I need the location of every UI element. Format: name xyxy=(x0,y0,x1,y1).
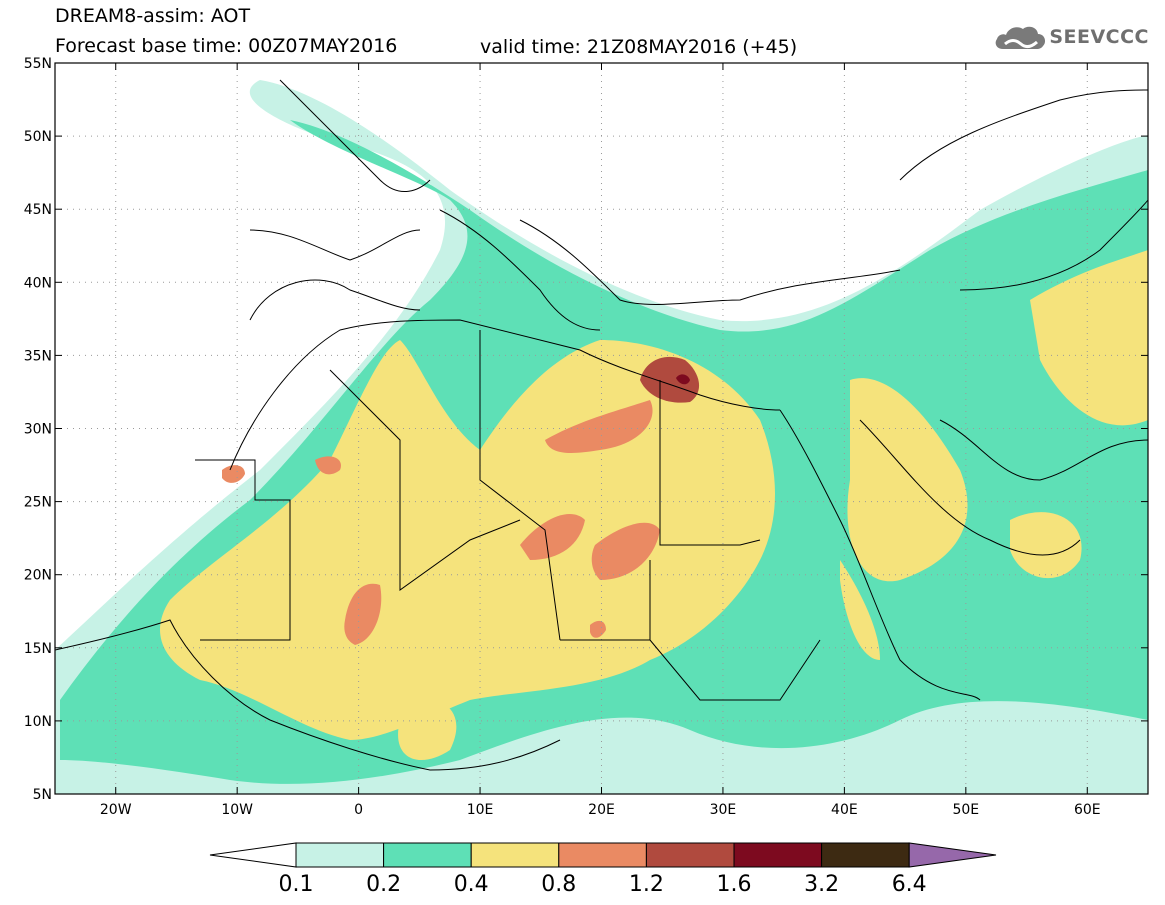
colorbar xyxy=(209,842,997,868)
lat-tick-label: 10N xyxy=(24,714,52,730)
colorbar-label: 0.2 xyxy=(366,872,402,897)
lon-tick-label: 10W xyxy=(221,802,253,818)
colorbar-low-triangle xyxy=(209,842,297,868)
lon-tick-label: 50E xyxy=(952,802,979,818)
valid-time: valid time: 21Z08MAY2016 (+45) xyxy=(480,36,798,58)
contour-0.8 xyxy=(222,400,660,645)
logo-text: SEEVCCC xyxy=(1049,26,1149,48)
map-area xyxy=(55,63,1148,794)
lat-tick-label: 30N xyxy=(24,422,52,438)
lon-tick-label: 20W xyxy=(100,802,132,818)
lon-tick-label: 20E xyxy=(588,802,615,818)
lat-tick-label: 45N xyxy=(24,202,52,218)
title-line-1: DREAM8-assim: AOT xyxy=(55,5,251,27)
colorbar-label: 0.4 xyxy=(453,872,489,897)
colorbar-box xyxy=(470,842,560,868)
title-line-2: Forecast base time: 00Z07MAY2016 xyxy=(55,35,398,57)
lat-tick-label: 20N xyxy=(24,568,52,584)
lon-tick-label: 60E xyxy=(1074,802,1101,818)
contour-1.6 xyxy=(676,374,690,385)
axis-ticks: 20W 10W 0 10E 20E 30E 40E 50E 60E 55N 50N 45N 40N 35N… xyxy=(24,56,1148,818)
lat-tick-label: 35N xyxy=(24,348,52,364)
colorbar-high-triangle xyxy=(908,842,997,868)
colorbar-box xyxy=(558,842,647,868)
lat-tick-label: 5N xyxy=(33,787,52,803)
colorbar-label: 1.2 xyxy=(628,872,664,897)
lat-tick-label: 40N xyxy=(24,275,52,291)
lon-tick-label: 40E xyxy=(831,802,858,818)
colorbar-box xyxy=(821,842,910,868)
seevccc-logo: SEEVCCC xyxy=(993,22,1149,52)
lon-tick-label: 30E xyxy=(710,802,737,818)
lat-tick-label: 55N xyxy=(24,56,52,72)
lat-tick-label: 25N xyxy=(24,495,52,511)
colorbar-box xyxy=(733,842,823,868)
coastlines xyxy=(55,79,1148,771)
lat-tick-label: 50N xyxy=(24,129,52,145)
lon-tick-label: 10E xyxy=(467,802,494,818)
colorbar-label: 0.8 xyxy=(541,872,577,897)
colorbar-label: 6.4 xyxy=(891,872,927,897)
lon-tick-label: 0 xyxy=(354,802,363,818)
colorbar-box xyxy=(645,842,735,868)
colorbar-label: 3.2 xyxy=(804,872,840,897)
contour-1.2 xyxy=(640,356,700,403)
colorbar-label: 1.6 xyxy=(716,872,752,897)
cloud-icon xyxy=(995,26,1046,49)
lat-tick-label: 15N xyxy=(24,641,52,657)
colorbar-box xyxy=(295,842,385,868)
colorbar-label: 0.1 xyxy=(278,872,314,897)
colorbar-box xyxy=(383,842,472,868)
